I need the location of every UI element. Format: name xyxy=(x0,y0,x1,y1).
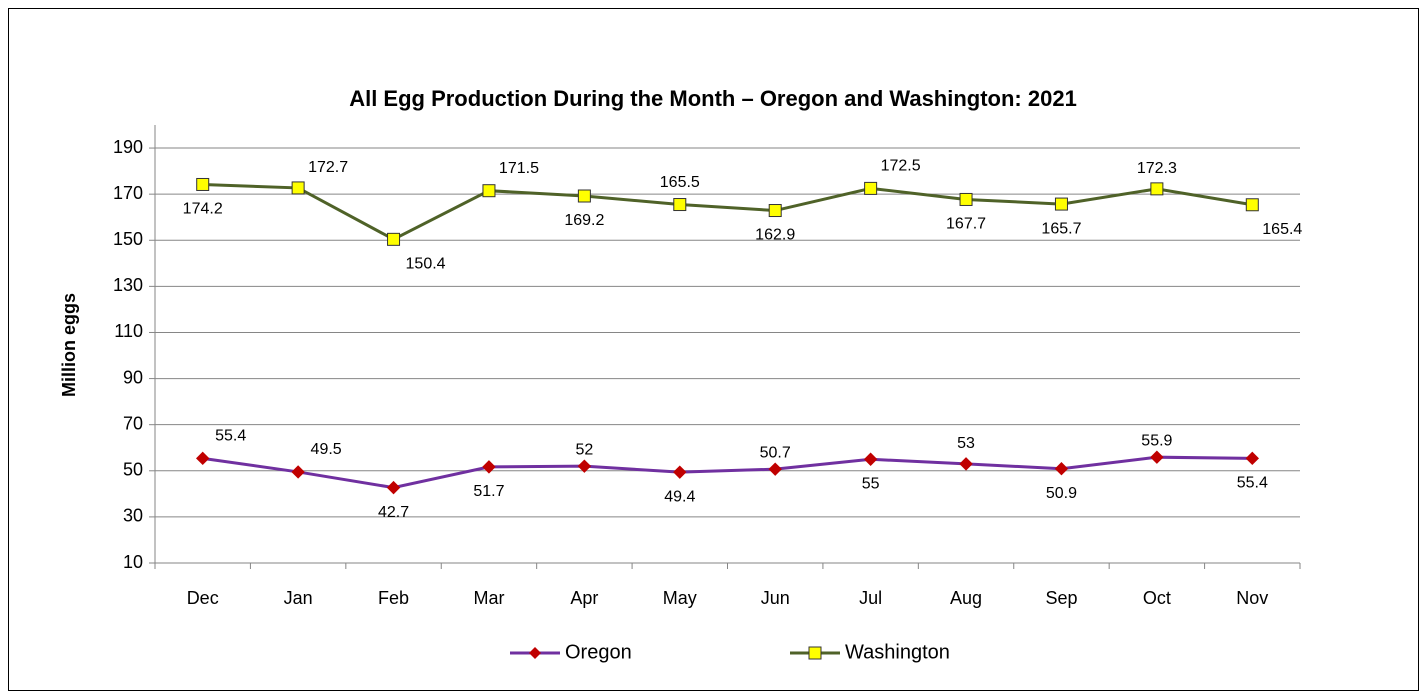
marker xyxy=(959,192,973,206)
data-label: 162.9 xyxy=(755,227,795,244)
marker xyxy=(482,460,496,474)
data-label: 42.7 xyxy=(378,504,409,521)
data-label: 165.4 xyxy=(1262,221,1302,238)
marker xyxy=(768,204,782,218)
legend-label: Washington xyxy=(845,641,950,663)
data-label: 55.4 xyxy=(215,428,246,445)
data-label: 51.7 xyxy=(473,483,504,500)
data-label: 49.5 xyxy=(311,441,342,458)
y-tick-label: 190 xyxy=(113,137,143,157)
x-tick-label: Apr xyxy=(570,588,598,608)
legend-marker xyxy=(808,646,822,660)
data-label: 167.7 xyxy=(946,216,986,233)
y-tick-label: 30 xyxy=(123,506,143,526)
data-label: 172.3 xyxy=(1137,160,1177,177)
data-label: 55.9 xyxy=(1141,432,1172,449)
marker xyxy=(673,465,687,479)
marker xyxy=(864,181,878,195)
x-tick-label: Jan xyxy=(284,588,313,608)
marker xyxy=(1054,197,1068,211)
marker xyxy=(482,184,496,198)
x-tick-label: Aug xyxy=(950,588,982,608)
y-tick-label: 170 xyxy=(113,183,143,203)
marker xyxy=(196,451,210,466)
x-tick-label: Sep xyxy=(1045,588,1077,608)
marker xyxy=(387,232,401,246)
x-tick-label: May xyxy=(663,588,697,608)
y-tick-label: 130 xyxy=(113,275,143,295)
marker xyxy=(1150,182,1164,196)
marker xyxy=(386,480,401,495)
legend-marker xyxy=(529,647,541,659)
x-tick-label: Mar xyxy=(473,588,504,608)
x-tick-label: Oct xyxy=(1143,588,1171,608)
y-tick-label: 50 xyxy=(123,460,143,480)
marker xyxy=(1245,198,1259,212)
marker xyxy=(1150,450,1164,464)
data-label: 174.2 xyxy=(183,201,223,218)
chart-frame xyxy=(8,8,1419,691)
data-label: 150.4 xyxy=(406,256,446,273)
data-label: 52 xyxy=(575,441,593,458)
data-label: 55.4 xyxy=(1237,475,1268,492)
marker xyxy=(577,459,592,473)
marker xyxy=(196,177,210,191)
marker xyxy=(577,189,591,203)
series-line xyxy=(202,455,1253,490)
x-tick-label: Jul xyxy=(859,588,882,608)
data-label: 169.2 xyxy=(564,212,604,229)
y-tick-label: 70 xyxy=(123,413,143,433)
y-tick-label: 150 xyxy=(113,229,143,249)
marker xyxy=(291,465,305,479)
series-line xyxy=(202,182,1253,242)
marker xyxy=(673,198,687,212)
y-tick-label: 110 xyxy=(114,321,143,341)
y-axis-label: Million eggs xyxy=(59,293,79,397)
marker xyxy=(1245,451,1259,466)
data-label: 171.5 xyxy=(499,160,539,177)
y-tick-label: 10 xyxy=(123,552,143,572)
marker xyxy=(863,452,878,466)
chart-title: All Egg Production During the Month – Or… xyxy=(349,86,1077,111)
data-label: 49.4 xyxy=(664,488,695,505)
data-label: 172.5 xyxy=(881,158,921,175)
data-label: 53 xyxy=(957,435,975,452)
x-tick-label: Dec xyxy=(187,588,219,608)
y-tick-label: 90 xyxy=(123,367,143,387)
data-label: 165.7 xyxy=(1041,220,1081,237)
marker xyxy=(291,181,305,195)
data-label: 50.7 xyxy=(760,444,791,461)
data-label: 50.9 xyxy=(1046,485,1077,502)
x-tick-label: Jun xyxy=(761,588,790,608)
marker xyxy=(1054,462,1069,476)
marker xyxy=(959,457,973,471)
data-label: 55 xyxy=(862,475,880,492)
x-tick-label: Nov xyxy=(1236,588,1268,608)
x-tick-label: Feb xyxy=(378,588,409,608)
data-label: 172.7 xyxy=(308,159,348,176)
data-label: 165.5 xyxy=(660,174,700,191)
legend-label: Oregon xyxy=(565,641,632,663)
marker xyxy=(768,462,782,476)
